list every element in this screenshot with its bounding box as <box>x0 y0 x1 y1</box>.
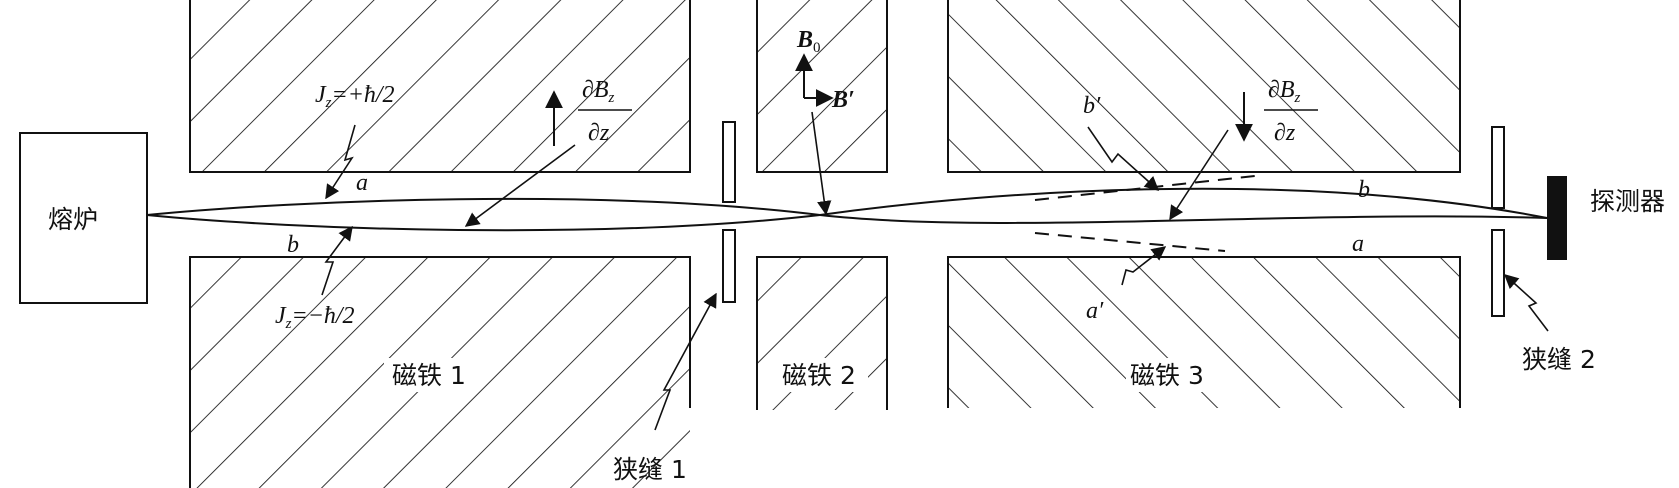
magnet-3-label: 磁铁 3 <box>1130 361 1204 390</box>
beam-label-a-1: a <box>356 170 368 196</box>
bprime-label: B′ <box>831 87 855 113</box>
detector-label: 探测器 <box>1590 187 1665 216</box>
magnet-1-label: 磁铁 1 <box>392 361 466 390</box>
slit-2-label: 狭缝 2 <box>1522 345 1596 374</box>
furnace-label: 熔炉 <box>48 205 98 234</box>
magnet-1 <box>189 0 691 488</box>
slit-2 <box>1491 126 1505 317</box>
furnace-box <box>19 132 148 304</box>
dashed-beam-b-prime <box>1034 175 1256 201</box>
grad-den-1: ∂z <box>588 120 610 146</box>
beam-label-b-1: b <box>287 232 299 258</box>
magnet-2-label: 磁铁 2 <box>782 361 856 390</box>
grad-den-3: ∂z <box>1274 120 1296 146</box>
a-prime-label: a′ <box>1086 298 1104 324</box>
beam-label-b-3: b <box>1358 177 1370 203</box>
beam-label-a-3: a <box>1352 231 1364 257</box>
magnet-2 <box>756 0 888 410</box>
slit-1 <box>722 121 736 303</box>
jz-plus-label: Jz=+ħ/2 <box>315 82 395 111</box>
magnet-3 <box>947 0 1461 408</box>
dashed-beam-a-prime <box>1034 232 1226 252</box>
slit-1-label: 狭缝 1 <box>613 455 687 484</box>
b-prime-label: b′ <box>1083 93 1101 119</box>
detector <box>1547 176 1567 260</box>
